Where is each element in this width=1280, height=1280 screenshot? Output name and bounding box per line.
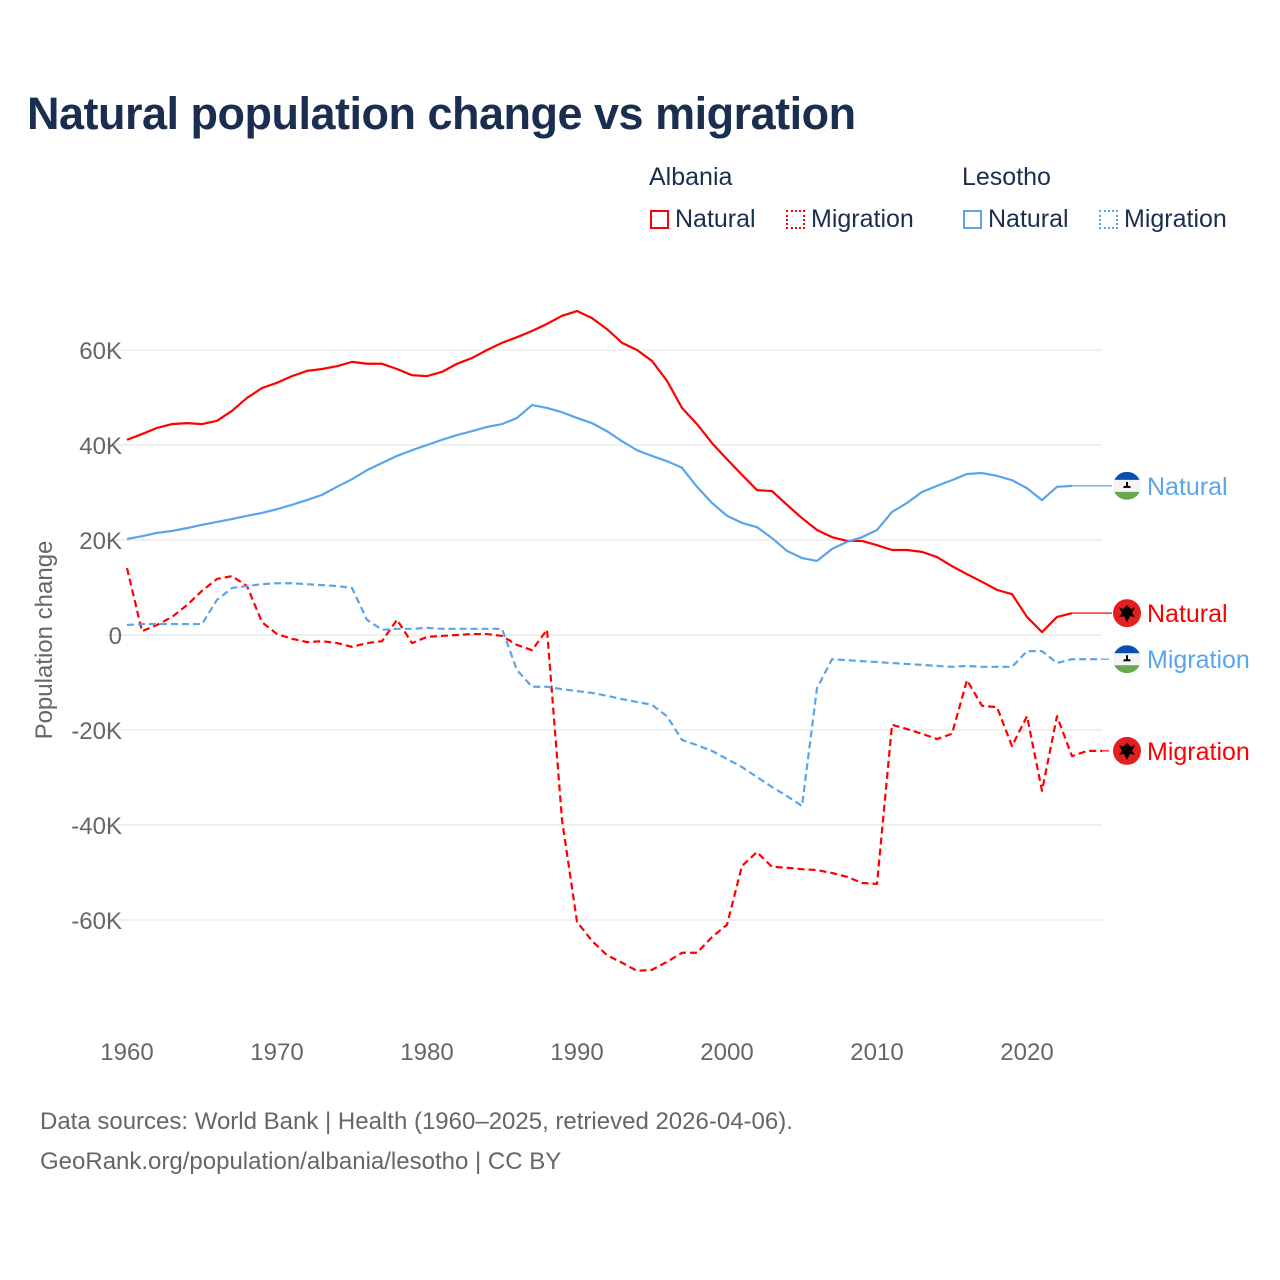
lesotho-flag-icon [1113,471,1141,500]
footer-attribution: GeoRank.org/population/albania/lesotho |… [40,1148,562,1175]
series-line-lesotho-migration [126,582,1102,808]
x-tick-label: 2010 [850,1039,903,1066]
y-tick-label: 20K [79,528,122,555]
footer-sources: Data sources: World Bank | Health (1960–… [40,1108,793,1135]
y-tick-label: 60K [79,338,122,365]
series-line-albania-natural [126,309,1073,634]
series-line-lesotho-natural [126,404,1073,563]
legend-label: Migration [811,205,914,233]
lesotho-flag-icon [1113,645,1141,674]
x-tick-label: 2020 [1000,1039,1053,1066]
y-tick-label: -40K [71,813,122,840]
y-tick-label: -20K [71,718,122,745]
x-tick-label: 1960 [100,1039,153,1066]
x-tick-label: 1990 [550,1039,603,1066]
albania-flag-icon [1113,599,1141,628]
legend-group-lesotho: Lesotho [962,163,1051,191]
end-label-lesotho-migration: Migration [1147,646,1250,674]
y-tick-label: 40K [79,433,122,460]
y-tick-label: 0 [109,623,122,650]
legend-label: Natural [675,205,756,233]
legend-albania-natural[interactable]: Natural [650,205,756,234]
y-axis-label: Population change [31,541,58,740]
legend-label: Migration [1124,205,1227,233]
legend-swatch-solid-icon [650,210,669,229]
legend-swatch-solid-icon [963,210,982,229]
chart-title: Natural population change vs migration [27,88,856,139]
end-label-lesotho-natural: Natural [1147,473,1228,501]
albania-flag-icon [1113,736,1141,765]
legend-group-albania: Albania [649,163,733,191]
y-tick-label: -60K [71,908,122,935]
x-tick-label: 1970 [250,1039,303,1066]
series-line-albania-migration [125,567,1102,972]
x-tick-label: 1980 [400,1039,453,1066]
end-label-albania-natural: Natural [1147,600,1228,628]
legend-albania-migration[interactable]: Migration [786,205,914,234]
legend-swatch-dotted-icon [1099,210,1118,229]
legend-lesotho-natural[interactable]: Natural [963,205,1069,234]
legend-swatch-dotted-icon [786,210,805,229]
x-tick-label: 2000 [700,1039,753,1066]
legend-label: Natural [988,205,1069,233]
end-label-albania-migration: Migration [1147,738,1250,766]
legend-lesotho-migration[interactable]: Migration [1099,205,1227,234]
